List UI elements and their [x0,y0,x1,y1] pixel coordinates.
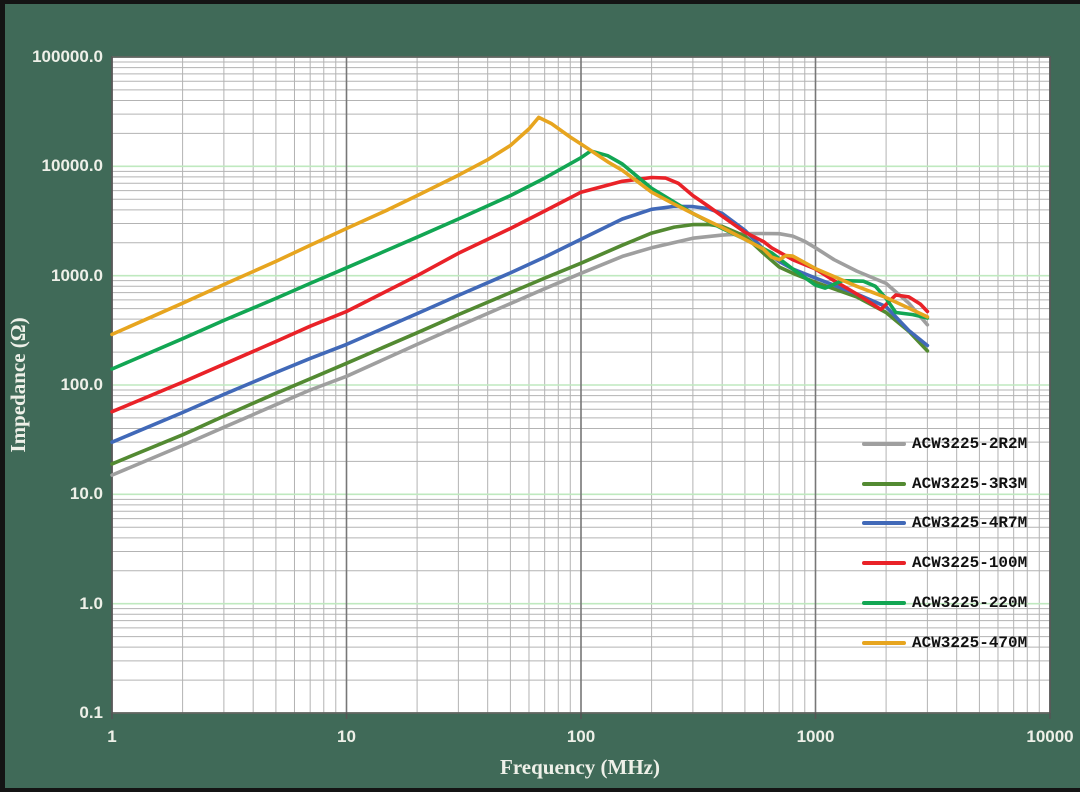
y-tick-label: 0.1 [79,703,103,722]
legend-item: ACW3225-4R7M [862,511,1027,535]
y-tick-label: 1.0 [79,593,103,613]
plot-border [111,56,1051,714]
legend-label: ACW3225-470M [912,633,1028,652]
x-tick-label: 10000 [1026,727,1074,746]
curve-ACW3225-2R2M [110,231,930,477]
legend-line-swatch [862,640,906,645]
curve-ACW3225-220M [110,149,930,371]
y-tick-label: 10000.0 [41,156,103,176]
x-tick-label: 1000 [796,727,835,746]
curve-ACW3225-100M [110,175,930,414]
x-tick-label: 1 [107,727,117,746]
legend-line-swatch [862,442,906,446]
legend-item: ACW3225-220M [862,591,1027,615]
legend-line-swatch [862,481,906,486]
legend-label: ACW3225-4R7M [912,514,1028,533]
legend-item: ACW3225-100M [862,551,1027,575]
legend-line-swatch [862,521,906,526]
legend-item: ACW3225-3R3M [862,472,1027,496]
frame-border-top [0,0,1080,4]
legend-line-swatch [862,600,906,605]
y-tick-label: 10.0 [69,484,103,504]
x-tick-label: 100 [566,727,596,746]
legend-label: ACW3225-100M [912,554,1028,573]
curve-ACW3225-470M [110,115,930,337]
curve-ACW3225-4R7M [110,204,930,444]
legend-label: ACW3225-3R3M [912,474,1028,493]
y-axis-title: Impedance (Ω) [6,317,30,453]
x-tick-label: 10 [337,727,356,746]
y-tick-label: 1000.0 [51,265,103,285]
legend-item: ACW3225-2R2M [862,432,1027,456]
legend-label: ACW3225-220M [912,593,1028,612]
frame-border-left [0,0,5,792]
y-tick-label: 100.0 [60,375,103,394]
legend-item: ACW3225-470M [862,631,1027,655]
frame-border-bottom [0,788,1080,792]
y-tick-label: 100000.0 [32,47,103,66]
x-axis-title: Frequency (MHz) [500,755,660,779]
legend-label: ACW3225-2R2M [912,435,1028,453]
legend-line-swatch [862,561,906,566]
